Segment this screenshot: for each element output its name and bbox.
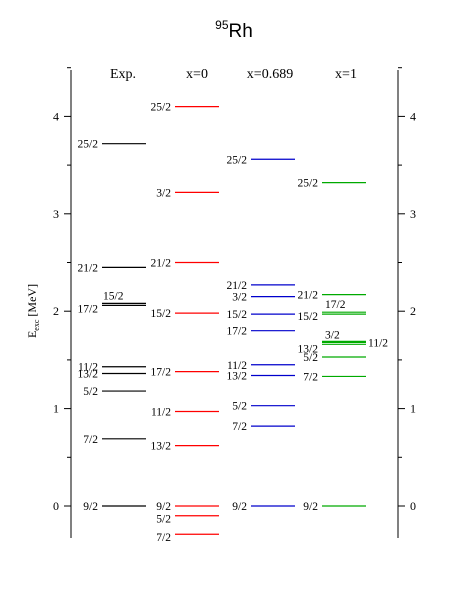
level-spin-label: 17/2 <box>227 326 248 338</box>
level-spin-label: 17/2 <box>78 303 99 315</box>
column-headers: Exp. x=0 x=0.689 x=1 <box>110 67 357 82</box>
y-axis-title-sub: exc <box>32 319 41 331</box>
y-tick-label-left: 2 <box>53 304 59 318</box>
column-header: x=0.689 <box>247 67 293 82</box>
level-spin-label: 5/2 <box>303 352 318 364</box>
level-spin-label: 15/2 <box>227 309 248 321</box>
level-spin-label: 3/2 <box>156 187 171 199</box>
y-tick-label-right: 2 <box>410 304 416 318</box>
level-spin-label: 11/2 <box>78 362 98 374</box>
level-spin-label: 11/2 <box>368 337 388 349</box>
level-spin-label: 21/2 <box>151 258 172 270</box>
level-spin-label: 5/2 <box>232 401 247 413</box>
level-spin-label: 9/2 <box>232 501 247 513</box>
y-axis-title: Eexc [MeV] <box>25 284 41 338</box>
level-spin-label: 13/2 <box>227 370 248 382</box>
y-tick-label-left: 1 <box>53 402 59 416</box>
level-spin-label: 7/2 <box>303 371 318 383</box>
column-header: x=0 <box>186 67 208 82</box>
column-header: x=1 <box>335 67 357 82</box>
y-axis-title-base: E <box>25 331 39 338</box>
level-spin-label: 11/2 <box>151 407 171 419</box>
level-spin-label: 25/2 <box>227 154 248 166</box>
y-tick-label-right: 0 <box>410 499 416 513</box>
level-spin-label: 11/2 <box>227 360 247 372</box>
level-spin-label: 17/2 <box>325 299 346 311</box>
level-spin-label: 13/2 <box>78 369 99 381</box>
level-spin-label: 7/2 <box>232 421 247 433</box>
axes: 0 0 1 1 2 2 3 3 4 4 <box>53 67 416 538</box>
level-spin-label: 25/2 <box>151 102 172 114</box>
level-spin-label: 15/2 <box>103 290 124 302</box>
y-tick-label-right: 3 <box>410 207 416 221</box>
level-spin-label: 7/2 <box>83 434 98 446</box>
y-tick-label-right: 1 <box>410 402 416 416</box>
level-spin-label: 5/2 <box>156 514 171 526</box>
y-axis-title-rest: [MeV] <box>25 284 39 320</box>
levels-layer: 9/27/25/213/211/217/215/221/225/27/25/29… <box>78 102 389 545</box>
level-spin-label: 21/2 <box>298 290 319 302</box>
level-spin-label: 13/2 <box>298 343 319 355</box>
level-spin-label: 7/2 <box>156 532 171 544</box>
level-spin-label: 21/2 <box>227 280 248 292</box>
title-mass-number: 95 <box>215 18 229 32</box>
level-spin-label: 21/2 <box>78 262 99 274</box>
level-spin-label: 5/2 <box>83 386 98 398</box>
level-spin-label: 25/2 <box>298 178 319 190</box>
level-spin-label: 15/2 <box>298 311 319 323</box>
level-spin-label: 13/2 <box>151 441 172 453</box>
level-column: 9/2 7/2 5/2 13/211/2 17/2 15/2 3/221/2 25/2 <box>227 154 295 513</box>
level-spin-label: 15/2 <box>151 308 172 320</box>
chart-title: 95Rh <box>215 18 253 42</box>
level-spin-label: 3/2 <box>325 329 340 341</box>
level-spin-label: 9/2 <box>83 501 98 513</box>
y-tick-label-left: 0 <box>53 499 59 513</box>
y-tick-label-left: 3 <box>53 207 59 221</box>
level-column: 9/2 7/2 5/213/2 3/2 11/2 15/2 17/2 21/2 25/2 <box>298 178 389 513</box>
title-element: Rh <box>229 21 253 42</box>
level-column: 9/2 7/2 5/2 13/211/2 17/2 15/2 21/2 25/2 <box>78 139 146 513</box>
level-spin-label: 9/2 <box>156 501 171 513</box>
level-spin-label: 3/2 <box>232 292 247 304</box>
level-spin-label: 9/2 <box>303 501 318 513</box>
level-spin-label: 17/2 <box>151 367 172 379</box>
level-spin-label: 25/2 <box>78 139 99 151</box>
y-tick-label-left: 4 <box>53 109 59 123</box>
y-tick-label-right: 4 <box>410 109 416 123</box>
column-header: Exp. <box>110 67 136 82</box>
level-column: 7/2 5/29/2 13/2 11/2 17/2 15/2 21/2 3/2 25/2 <box>151 102 219 544</box>
